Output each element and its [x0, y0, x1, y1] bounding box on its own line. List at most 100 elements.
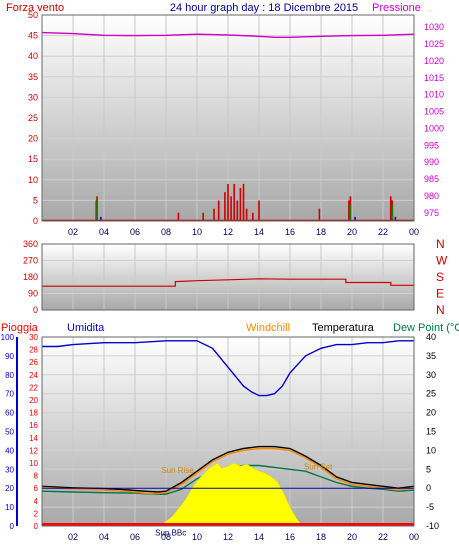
x-tick-label: 16 [285, 227, 295, 237]
pressure-y-tick-label: 1000 [424, 123, 444, 133]
temperature-y-tick-label: 35 [426, 351, 436, 361]
pressure-line [41, 31, 415, 38]
x-tick-label: 08 [161, 532, 171, 542]
x-tick-label: 18 [316, 227, 326, 237]
direction-y-tick-label: 0 [33, 305, 38, 315]
wind-y-tick-label: 50 [28, 10, 38, 20]
sun-annotation: Sun Rise [161, 466, 194, 475]
panel-border [41, 243, 415, 311]
wind-bar [239, 188, 242, 221]
temperature-y-tick-label: 10 [426, 445, 436, 455]
x-tick-label: 14 [254, 532, 264, 542]
rain-y-tick-label: 22 [29, 383, 38, 392]
gust-bar [349, 204, 352, 221]
wind_dir-bar [354, 216, 356, 221]
x-tick-label: 00 [409, 532, 419, 542]
temperature-y-tick-label: 30 [426, 370, 436, 380]
sun-annotation: Sun BBc [155, 528, 186, 537]
rain-baseline [42, 523, 414, 526]
temperature-y-tick-label: 15 [426, 427, 436, 437]
rain-y-tick-label: 12 [29, 446, 38, 455]
umidita-line [42, 340, 414, 397]
x-tick-label: 20 [347, 532, 357, 542]
pressure-y-tick-label: 985 [424, 174, 439, 184]
pressure-y-tick-label: 990 [424, 157, 439, 167]
temperature-y-tick-label: 40 [426, 332, 436, 342]
wind-bar [230, 196, 232, 221]
panel-border [41, 14, 415, 222]
wind-y-tick-label: 10 [28, 175, 38, 185]
x-tick-label: 18 [316, 532, 326, 542]
x-tick-label: 02 [68, 227, 78, 237]
compass-label: W [436, 254, 448, 268]
sun-annotation: Sun Set [304, 462, 333, 471]
chart-title: 24 hour graph day : 18 Dicembre 2015 [170, 2, 358, 14]
gust-bar [391, 204, 394, 221]
sun-area [159, 462, 303, 527]
rain-y-tick-label: 30 [29, 333, 38, 342]
dewpoint-legend: Dew Point (°C [393, 322, 459, 334]
temperature-y-tick-label: -5 [426, 502, 434, 512]
wind_dir-bar [100, 216, 102, 221]
wind-bar [318, 208, 321, 221]
humidity-y-tick-label: 40 [5, 446, 14, 455]
compass-label: S [436, 270, 444, 284]
rain-y-tick-label: 20 [29, 396, 38, 405]
humidity-y-tick-label: 20 [5, 484, 14, 493]
pressure-axis-title: Pressione [372, 2, 421, 14]
pressure-y-tick-label: 995 [424, 140, 439, 150]
pressure-y-tick-label: 1005 [424, 107, 444, 117]
wind_dir-bar [394, 216, 397, 221]
direction-y-tick-label: 360 [23, 239, 38, 249]
humidity-y-tick-label: 90 [5, 352, 14, 361]
rain-y-tick-label: 2 [34, 509, 39, 518]
temperature-y-tick-label: 20 [426, 408, 436, 418]
rain-y-tick-label: 24 [29, 371, 38, 380]
pressure-y-tick-label: 1030 [424, 22, 444, 32]
rain-y-tick-label: 4 [34, 497, 39, 506]
wind-bar [245, 208, 248, 221]
temperature-y-tick-label: 25 [426, 389, 436, 399]
compass-label: N [436, 303, 445, 317]
direction-y-tick-label: 90 [28, 289, 38, 299]
x-tick-label: 16 [285, 532, 295, 542]
wind-y-tick-label: 40 [28, 51, 38, 61]
humidity-y-tick-label: 60 [5, 409, 14, 418]
x-tick-label: 14 [254, 227, 264, 237]
temperature-y-tick-label: -10 [426, 521, 439, 531]
windchill-line [41, 447, 415, 495]
wind-y-tick-label: 25 [28, 113, 38, 123]
wind-bar [258, 200, 260, 221]
wind-y-tick-label: 0 [33, 216, 38, 226]
temperature-y-tick-label: 5 [426, 464, 431, 474]
pressure-y-tick-label: 980 [424, 191, 439, 201]
x-tick-label: 10 [192, 227, 202, 237]
pressure-y-tick-label: 975 [424, 208, 439, 218]
wind-bar [236, 200, 239, 221]
x-tick-label: 02 [68, 532, 78, 542]
wind-bar [213, 208, 215, 221]
rain-y-tick-label: 26 [29, 358, 38, 367]
windchill-legend: Windchill [246, 322, 290, 334]
direction-y-tick-label: 180 [23, 272, 38, 282]
wind-y-tick-label: 20 [28, 134, 38, 144]
rain-y-tick-label: 8 [34, 472, 39, 481]
rain-y-tick-label: 18 [29, 409, 38, 418]
x-tick-label: 04 [99, 532, 109, 542]
humidity-legend: Umidita [67, 322, 105, 334]
humidity-y-tick-label: 100 [1, 333, 15, 342]
rain-y-tick-label: 0 [34, 522, 39, 531]
humidity-y-tick-label: 70 [5, 390, 14, 399]
pressure-y-tick-label: 1025 [424, 39, 444, 49]
direction-y-tick-label: 270 [23, 256, 38, 266]
rain-y-tick-label: 16 [29, 421, 38, 430]
humidity-y-tick-label: 0 [10, 522, 15, 531]
rain-y-tick-label: 28 [29, 346, 38, 355]
wind-y-tick-label: 30 [28, 92, 38, 102]
x-tick-label: 22 [378, 227, 388, 237]
panel-border [41, 336, 415, 527]
wind-bar [177, 212, 180, 221]
humidity-y-tick-label: 10 [5, 503, 14, 512]
x-tick-label: 06 [130, 227, 140, 237]
wind-bar [389, 196, 392, 221]
